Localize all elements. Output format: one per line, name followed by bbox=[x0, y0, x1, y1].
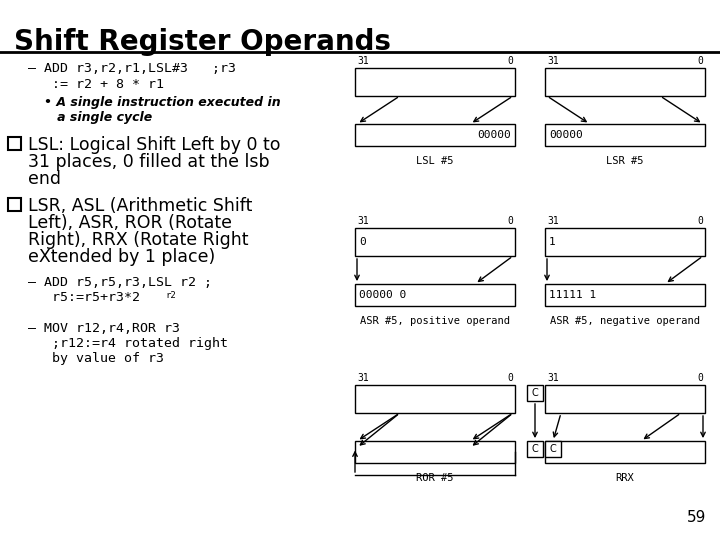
Text: r2: r2 bbox=[165, 291, 176, 300]
Bar bbox=[355, 441, 515, 463]
Bar bbox=[355, 284, 515, 306]
Text: 59: 59 bbox=[687, 510, 706, 525]
Bar bbox=[8, 137, 21, 150]
Text: r5:=r5+r3*2: r5:=r5+r3*2 bbox=[28, 291, 140, 304]
Text: 0: 0 bbox=[697, 373, 703, 383]
Bar bbox=[527, 385, 543, 401]
Text: – MOV r12,r4,ROR r3: – MOV r12,r4,ROR r3 bbox=[28, 322, 180, 335]
Text: 0: 0 bbox=[697, 216, 703, 226]
Text: ;r12:=r4 rotated right: ;r12:=r4 rotated right bbox=[28, 337, 228, 350]
Text: a single cycle: a single cycle bbox=[44, 111, 152, 124]
Bar bbox=[355, 68, 515, 96]
Text: ASR #5, negative operand: ASR #5, negative operand bbox=[550, 316, 700, 326]
Text: Left), ASR, ROR (Rotate: Left), ASR, ROR (Rotate bbox=[28, 214, 232, 232]
Text: • A single instruction executed in: • A single instruction executed in bbox=[44, 96, 281, 109]
Text: 31: 31 bbox=[357, 56, 369, 66]
Text: 11111 1: 11111 1 bbox=[549, 290, 596, 300]
Bar bbox=[545, 228, 705, 256]
Text: eXtended by 1 place): eXtended by 1 place) bbox=[28, 248, 215, 266]
Text: 00000: 00000 bbox=[549, 130, 582, 140]
Text: LSL: Logical Shift Left by 0 to: LSL: Logical Shift Left by 0 to bbox=[28, 136, 281, 154]
Bar bbox=[527, 441, 543, 457]
Text: 0: 0 bbox=[507, 373, 513, 383]
Bar bbox=[545, 124, 705, 146]
Text: 0: 0 bbox=[507, 216, 513, 226]
Text: 31: 31 bbox=[357, 216, 369, 226]
Bar bbox=[355, 228, 515, 256]
Text: 00000: 00000 bbox=[477, 130, 511, 140]
Bar bbox=[8, 198, 21, 211]
Text: := r2 + 8 * r1: := r2 + 8 * r1 bbox=[28, 78, 164, 91]
Text: – ADD r5,r5,r3,LSL r2 ;: – ADD r5,r5,r3,LSL r2 ; bbox=[28, 276, 212, 289]
Text: 31: 31 bbox=[547, 56, 559, 66]
Text: C: C bbox=[531, 444, 539, 454]
Text: 00000 0: 00000 0 bbox=[359, 290, 406, 300]
Bar bbox=[355, 124, 515, 146]
Text: RRX: RRX bbox=[616, 473, 634, 483]
Bar bbox=[545, 284, 705, 306]
Bar bbox=[545, 441, 705, 463]
Text: LSL #5: LSL #5 bbox=[416, 156, 454, 166]
Text: 31: 31 bbox=[547, 373, 559, 383]
Bar bbox=[545, 68, 705, 96]
Text: – ADD r3,r2,r1,LSL#3   ;r3: – ADD r3,r2,r1,LSL#3 ;r3 bbox=[28, 62, 236, 75]
Text: ASR #5, positive operand: ASR #5, positive operand bbox=[360, 316, 510, 326]
Text: C: C bbox=[549, 444, 557, 454]
Text: Shift Register Operands: Shift Register Operands bbox=[14, 28, 391, 56]
Text: 0: 0 bbox=[697, 56, 703, 66]
Text: 31: 31 bbox=[547, 216, 559, 226]
Text: 0: 0 bbox=[507, 56, 513, 66]
Text: C: C bbox=[531, 388, 539, 398]
Bar bbox=[355, 385, 515, 413]
Bar bbox=[545, 441, 561, 457]
Text: 31: 31 bbox=[357, 373, 369, 383]
Text: 1: 1 bbox=[549, 237, 556, 247]
Text: 31 places, 0 filled at the lsb: 31 places, 0 filled at the lsb bbox=[28, 153, 269, 171]
Text: ROR #5: ROR #5 bbox=[416, 473, 454, 483]
Text: LSR #5: LSR #5 bbox=[606, 156, 644, 166]
Text: Right), RRX (Rotate Right: Right), RRX (Rotate Right bbox=[28, 231, 248, 249]
Text: end: end bbox=[28, 170, 61, 188]
Text: 0: 0 bbox=[359, 237, 366, 247]
Text: LSR, ASL (Arithmetic Shift: LSR, ASL (Arithmetic Shift bbox=[28, 197, 253, 215]
Text: by value of r3: by value of r3 bbox=[28, 352, 164, 365]
Bar bbox=[545, 385, 705, 413]
